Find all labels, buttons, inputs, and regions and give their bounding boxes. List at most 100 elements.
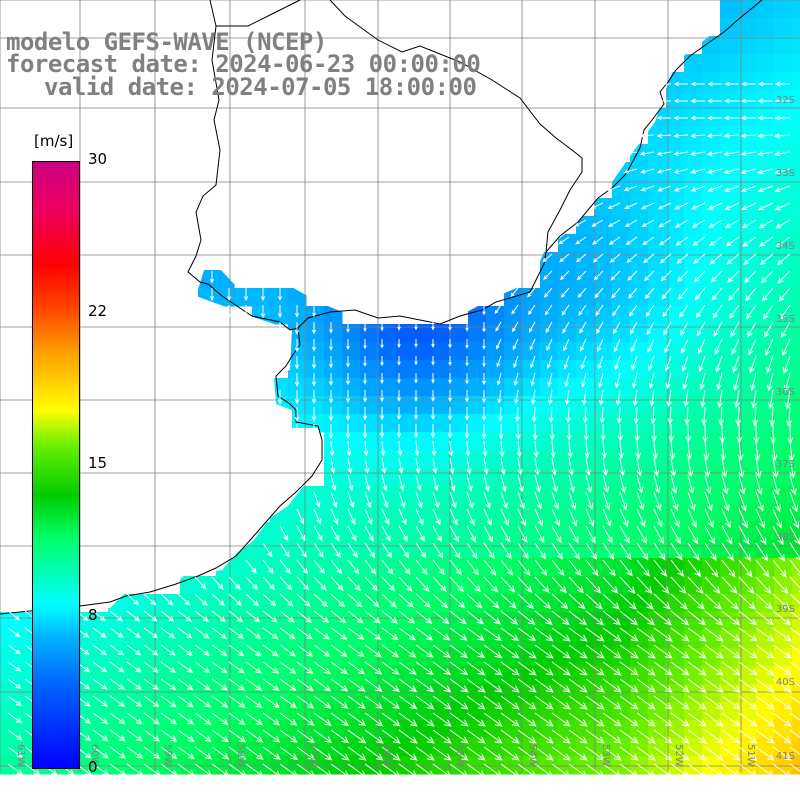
wind-speed-cell (270, 522, 289, 541)
wind-arrow (415, 627, 434, 641)
wind-speed-cell (702, 306, 721, 325)
wind-arrow (500, 576, 516, 593)
wind-arrow (500, 678, 520, 693)
wind-arrow (294, 322, 300, 335)
wind-speed-cell (666, 324, 685, 343)
wind-arrow (500, 746, 520, 761)
wind-speed-cell (540, 324, 559, 343)
wind-arrow (517, 491, 525, 510)
wind-speed-cell (306, 666, 325, 685)
wind-arrow (279, 610, 295, 623)
wind-speed-cell (702, 702, 721, 721)
wind-arrow (551, 593, 569, 610)
wind-speed-cell (684, 54, 703, 73)
wind-arrow (614, 355, 621, 371)
wind-speed-cell (252, 576, 271, 595)
wind-arrow (500, 712, 520, 727)
wind-speed-cell (468, 630, 487, 649)
wind-speed-cell (522, 324, 541, 343)
wind-speed-cell (450, 486, 469, 505)
wind-arrow (432, 610, 450, 625)
wind-arrow (602, 508, 612, 528)
wind-speed-cell (486, 378, 505, 397)
wind-arrow (364, 559, 377, 575)
wind-speed-cell (18, 702, 37, 721)
wind-arrow (591, 219, 604, 227)
wind-arrow (363, 339, 367, 350)
wind-speed-cell (792, 648, 800, 667)
wind-arrow (398, 525, 408, 542)
wind-speed-cell (756, 36, 775, 55)
wind-arrow (415, 678, 435, 693)
wind-speed-cell (486, 522, 505, 541)
wind-arrow (398, 627, 417, 641)
wind-speed-cell (162, 630, 181, 649)
wind-arrow (330, 525, 340, 542)
wind-arrow (678, 287, 689, 300)
wind-arrow (517, 542, 529, 560)
wind-speed-cell (450, 648, 469, 667)
wind-arrow (330, 610, 347, 624)
wind-speed-cell (702, 324, 721, 343)
wind-speed-cell (792, 594, 800, 613)
wind-arrow (160, 763, 179, 777)
wind-arrow (311, 322, 317, 335)
wind-arrow (466, 729, 486, 744)
wind-speed-cell (792, 234, 800, 253)
wind-arrow (483, 729, 503, 744)
wind-arrow (684, 406, 690, 426)
wind-arrow (717, 389, 723, 409)
wind-arrow (294, 356, 300, 370)
internal-border (216, 0, 583, 253)
wind-arrow (482, 440, 488, 458)
wind-speed-cell (198, 630, 217, 649)
wind-speed-cell (792, 342, 800, 361)
wind-speed-cell (540, 252, 559, 271)
wind-arrow (466, 695, 486, 710)
wind-arrow (517, 508, 526, 527)
wind-arrow (466, 627, 485, 641)
wind-speed-cell (558, 576, 577, 595)
wind-speed-cell (468, 702, 487, 721)
wind-arrow (345, 390, 351, 404)
wind-arrow (346, 356, 350, 368)
wind-speed-cell (234, 720, 253, 739)
wind-speed-cell (594, 324, 613, 343)
wind-speed-cell (18, 648, 37, 667)
wind-arrow (774, 115, 790, 121)
wind-arrow (328, 407, 334, 422)
wind-arrow (330, 644, 348, 658)
wind-arrow (398, 661, 417, 675)
wind-arrow (676, 253, 689, 264)
wind-arrow (687, 474, 695, 495)
wind-arrow (381, 644, 400, 658)
wind-arrow (364, 644, 383, 658)
wind-speed-cell (270, 612, 289, 631)
wind-arrow (194, 746, 213, 760)
wind-speed-cell (702, 180, 721, 199)
wind-arrow (534, 729, 554, 744)
wind-speed-cell (504, 594, 523, 613)
wind-speed-cell (648, 540, 667, 559)
wind-speed-cell (396, 360, 415, 379)
wind-speed-cell (108, 756, 127, 775)
wind-arrow (534, 491, 542, 510)
wind-arrow (585, 525, 596, 544)
wind-arrow (347, 542, 358, 559)
wind-arrow (534, 661, 554, 676)
wind-arrow (706, 133, 723, 139)
wind-arrow (415, 763, 435, 778)
wind-arrow (109, 678, 125, 690)
wind-arrow (126, 678, 143, 690)
wind-speed-cell (324, 648, 343, 667)
wind-speed-cell (324, 450, 343, 469)
land-mask (0, 0, 712, 612)
wind-arrow (432, 525, 442, 543)
wind-speed-cell (414, 396, 433, 415)
wind-arrow (704, 746, 724, 761)
wind-arrow (126, 695, 143, 708)
wind-arrow (653, 457, 660, 477)
wind-speed-cell (522, 486, 541, 505)
wind-speed-cell (720, 450, 739, 469)
